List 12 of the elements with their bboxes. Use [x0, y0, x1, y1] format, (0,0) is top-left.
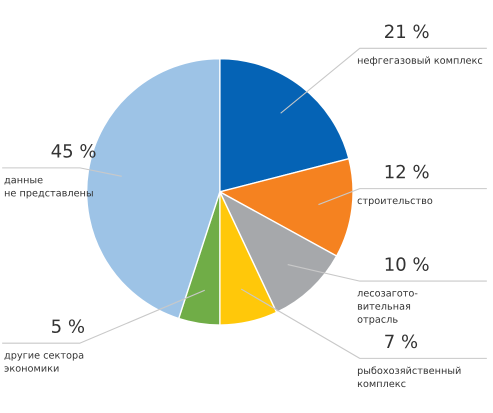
slice-label: строительство [358, 198, 432, 206]
data-label: 7 % [385, 334, 418, 348]
slice-label: данные не представлены [4, 178, 93, 198]
data-label: 5 % [52, 319, 84, 334]
slice-label: другие сектора экономики [4, 353, 84, 372]
slice-label: лесозагото- вительная отрасль [357, 291, 418, 325]
data-label: 10 % [386, 257, 429, 271]
slice-label: рыбохозяйственный комплекс [358, 366, 460, 388]
data-label: 12 % [386, 164, 429, 178]
data-label: 21 % [385, 24, 429, 38]
slice-label: нефгегазовый комплекс [358, 56, 482, 66]
data-label: 45 % [52, 144, 96, 158]
